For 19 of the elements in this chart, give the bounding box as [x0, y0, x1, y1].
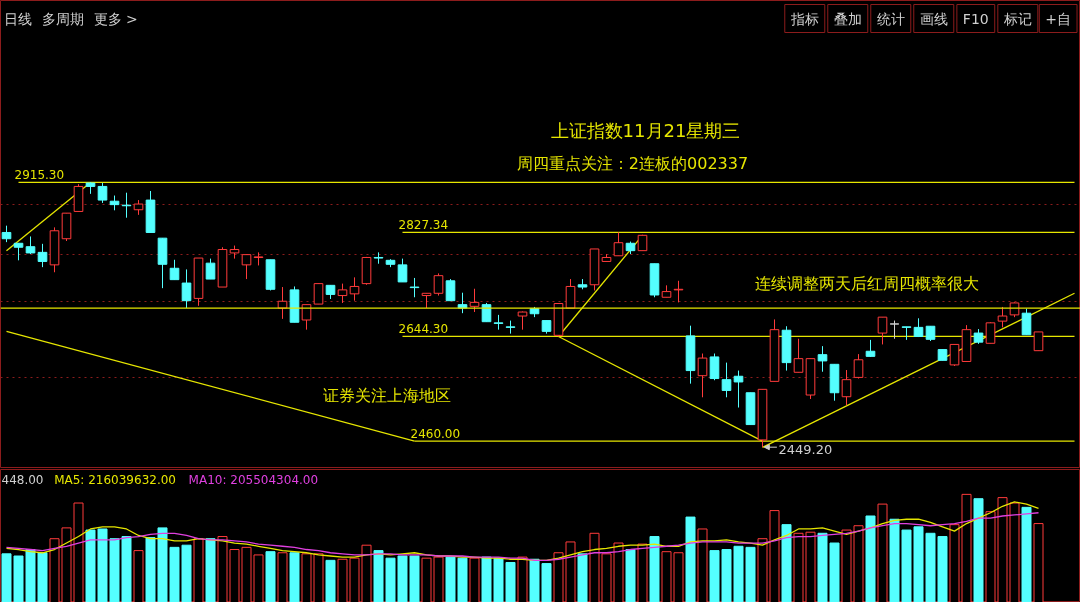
text: 标记 [1002, 10, 1032, 27]
annotation: 2915.30 [14, 168, 65, 183]
chart-title: 上证指数11月21星期三 [550, 120, 741, 141]
chart-subtitle: 周四重点关注：2连板的002337 [516, 154, 749, 173]
text: 448.00 [1, 473, 44, 487]
text: 统计 [876, 10, 905, 27]
annotation: 2449.20 [778, 441, 833, 457]
text: MA5: 216039632.00 [54, 472, 176, 487]
text: 日线 [3, 10, 32, 27]
text: F10 [962, 10, 989, 27]
text: MA10: 205504304.00 [188, 472, 319, 487]
text: 多周期 [41, 10, 84, 27]
text: 叠加 [833, 10, 862, 27]
text: 更多 > [93, 10, 138, 27]
annotation: 连续调整两天后红周四概率很大 [754, 274, 979, 293]
text: 画线 [919, 10, 948, 27]
annotation: 2827.34 [398, 218, 449, 233]
text: 指标 [789, 10, 819, 27]
text: +自 [1045, 10, 1072, 27]
